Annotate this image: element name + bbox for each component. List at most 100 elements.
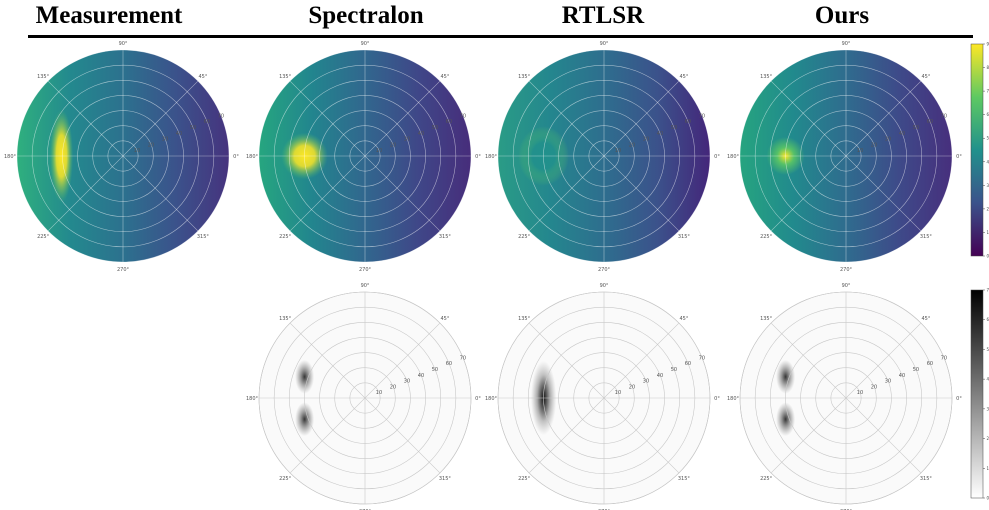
angular-tick-label: 135° bbox=[279, 74, 292, 80]
angular-tick-label: 225° bbox=[518, 476, 531, 482]
radial-tick-label: 70 bbox=[941, 113, 947, 119]
radial-tick-label: 20 bbox=[390, 142, 396, 148]
radial-tick-label: 50 bbox=[913, 367, 919, 373]
title-rtlsr: RTLSR bbox=[561, 2, 645, 29]
angular-tick-label: 0° bbox=[956, 396, 962, 402]
radial-tick-label: 10 bbox=[615, 148, 621, 154]
polar-grid-spoke bbox=[528, 322, 680, 474]
angular-tick-label: 0° bbox=[956, 154, 962, 160]
title-ours: Ours bbox=[814, 2, 870, 29]
angular-tick-label: 90° bbox=[361, 283, 370, 289]
radial-tick-label: 50 bbox=[671, 367, 677, 373]
angular-tick-label: 90° bbox=[119, 41, 128, 47]
polar-panel-rtlsr-top: 0° 45° 90° 135° 180° 225° 270° 315° 10 20 30 40 50 60… bbox=[485, 41, 720, 273]
angular-tick-label: 180° bbox=[727, 396, 740, 402]
polar-panel-ours-top: 0° 45° 90° 135° 180° 225° 270° 315° 10 20 30 40 50 60… bbox=[727, 41, 962, 273]
colorbar-tick-label: 4 bbox=[987, 159, 989, 164]
radial-tick-label: 30 bbox=[885, 379, 891, 385]
angular-tick-label: 270° bbox=[840, 267, 853, 273]
polar-grid-spoke bbox=[289, 322, 441, 474]
angular-tick-label: 315° bbox=[678, 476, 691, 482]
radial-tick-label: 60 bbox=[685, 119, 691, 125]
colorbar-tick-label: 1 bbox=[987, 466, 989, 471]
radial-tick-label: 10 bbox=[857, 390, 863, 396]
radial-tick-label: 10 bbox=[376, 390, 382, 396]
polar-panel-spectralon-top: 0° 45° 90° 135° 180° 225° 270° 315° 10 20 30 40 50 60… bbox=[246, 41, 481, 273]
angular-tick-label: 180° bbox=[485, 396, 498, 402]
colorbar-tick-label: 1 bbox=[987, 230, 989, 235]
radial-tick-label: 30 bbox=[643, 379, 649, 385]
radial-tick-label: 70 bbox=[460, 113, 466, 119]
angular-tick-label: 135° bbox=[760, 74, 773, 80]
polar-grid-spoke bbox=[289, 80, 441, 232]
radial-tick-label: 50 bbox=[671, 125, 677, 131]
angular-tick-label: 315° bbox=[439, 476, 452, 482]
header-rule bbox=[28, 35, 973, 38]
colorbar-gray: 0 1 2 3 4 5 6 7 bbox=[970, 288, 989, 501]
radial-tick-label: 30 bbox=[162, 137, 168, 143]
angular-tick-label: 270° bbox=[117, 267, 130, 273]
radial-tick-label: 10 bbox=[615, 390, 621, 396]
radial-tick-label: 10 bbox=[134, 148, 140, 154]
radial-tick-label: 70 bbox=[699, 113, 705, 119]
colorbar-tick-label: 5 bbox=[987, 136, 989, 141]
angular-tick-label: 90° bbox=[842, 283, 851, 289]
angular-tick-label: 315° bbox=[197, 234, 210, 240]
angular-tick-label: 45° bbox=[921, 74, 930, 80]
radial-tick-label: 50 bbox=[432, 367, 438, 373]
radial-tick-label: 40 bbox=[418, 131, 424, 137]
radial-tick-label: 70 bbox=[218, 113, 224, 119]
error-region bbox=[776, 359, 796, 394]
angular-tick-label: 45° bbox=[440, 74, 449, 80]
angular-tick-label: 180° bbox=[246, 396, 259, 402]
radial-tick-label: 50 bbox=[913, 125, 919, 131]
radial-tick-label: 20 bbox=[390, 384, 396, 390]
radial-tick-label: 20 bbox=[629, 384, 635, 390]
angular-tick-label: 315° bbox=[920, 234, 933, 240]
angular-tick-label: 135° bbox=[279, 316, 292, 322]
angular-tick-label: 135° bbox=[760, 316, 773, 322]
radial-tick-label: 30 bbox=[404, 379, 410, 385]
angular-tick-label: 315° bbox=[678, 234, 691, 240]
polar-panel-rtlsr-error: 0°45°90°135°180°225°270°315°102030405060… bbox=[485, 283, 720, 510]
angular-tick-label: 180° bbox=[727, 154, 740, 160]
polar-grid-spoke bbox=[770, 80, 922, 232]
angular-tick-label: 225° bbox=[279, 476, 292, 482]
angular-tick-label: 0° bbox=[475, 396, 481, 402]
radial-tick-label: 60 bbox=[204, 119, 210, 125]
angular-tick-label: 90° bbox=[600, 283, 609, 289]
colorbar-tick-label: 6 bbox=[987, 317, 989, 322]
angular-tick-label: 45° bbox=[440, 316, 449, 322]
colorbar-tick-label: 3 bbox=[987, 183, 989, 188]
radial-tick-label: 70 bbox=[941, 355, 947, 361]
radial-tick-label: 10 bbox=[376, 148, 382, 154]
title-spectralon: Spectralon bbox=[308, 2, 424, 29]
radial-tick-label: 40 bbox=[657, 373, 663, 379]
error-region bbox=[295, 402, 315, 437]
colorbar-viridis: 0 1 2 3 4 5 6 7 8 9 bbox=[970, 42, 989, 259]
radial-tick-label: 20 bbox=[629, 142, 635, 148]
angular-tick-label: 0° bbox=[714, 396, 720, 402]
error-region bbox=[776, 402, 796, 437]
angular-tick-label: 180° bbox=[246, 154, 259, 160]
radial-tick-label: 10 bbox=[857, 148, 863, 154]
radial-tick-label: 20 bbox=[148, 142, 154, 148]
radial-tick-label: 20 bbox=[871, 384, 877, 390]
radial-tick-label: 50 bbox=[432, 125, 438, 131]
angular-tick-label: 270° bbox=[359, 267, 372, 273]
angular-tick-label: 180° bbox=[485, 154, 498, 160]
colorbar-tick-label: 6 bbox=[987, 112, 989, 117]
radial-tick-label: 40 bbox=[657, 131, 663, 137]
radial-tick-label: 60 bbox=[446, 119, 452, 125]
angular-tick-label: 90° bbox=[842, 41, 851, 47]
colorbar-tick-label: 7 bbox=[987, 89, 989, 94]
polar-grid-spoke bbox=[770, 322, 922, 474]
colorbar-tick-label: 0 bbox=[987, 254, 989, 259]
angular-tick-label: 225° bbox=[760, 234, 773, 240]
polar-grid-spoke bbox=[47, 80, 199, 232]
radial-tick-label: 60 bbox=[446, 361, 452, 367]
colorbar-tick-label: 8 bbox=[987, 65, 989, 70]
angular-tick-label: 45° bbox=[198, 74, 207, 80]
radial-tick-label: 40 bbox=[899, 373, 905, 379]
